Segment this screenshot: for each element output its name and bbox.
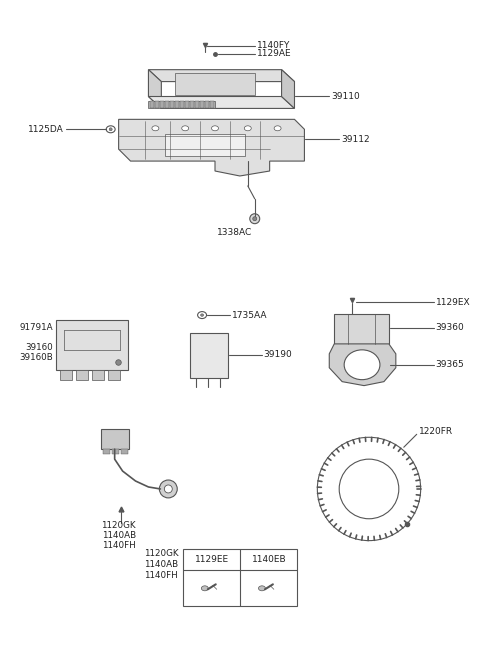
Polygon shape: [329, 344, 396, 386]
Text: 39160B: 39160B: [19, 353, 53, 362]
Text: 39160: 39160: [25, 343, 53, 352]
Bar: [92, 369, 104, 380]
Bar: [156, 102, 159, 109]
Bar: [108, 369, 120, 380]
Text: 1220FR: 1220FR: [419, 427, 453, 436]
Text: 1140FH: 1140FH: [102, 541, 135, 550]
Ellipse shape: [253, 217, 257, 221]
Text: 39190: 39190: [264, 350, 292, 360]
Ellipse shape: [317, 438, 420, 540]
Ellipse shape: [201, 586, 208, 591]
Bar: [175, 102, 179, 109]
Ellipse shape: [182, 126, 189, 131]
Bar: [160, 102, 164, 109]
Bar: [150, 102, 154, 109]
Bar: [200, 102, 204, 109]
Bar: [210, 102, 214, 109]
Text: 1735AA: 1735AA: [232, 310, 267, 320]
Text: 1338AC: 1338AC: [217, 228, 252, 237]
Bar: [103, 449, 110, 454]
Text: 1120GK: 1120GK: [101, 521, 136, 530]
Text: 39360: 39360: [435, 324, 464, 333]
Text: 1140FY: 1140FY: [257, 41, 290, 50]
Polygon shape: [148, 69, 161, 109]
Ellipse shape: [344, 350, 380, 380]
Ellipse shape: [250, 214, 260, 223]
Polygon shape: [148, 96, 295, 109]
Polygon shape: [148, 102, 215, 109]
Bar: [334, 314, 389, 344]
Polygon shape: [119, 119, 304, 176]
Text: 1140AB: 1140AB: [102, 531, 136, 540]
Bar: [190, 333, 228, 378]
Ellipse shape: [106, 126, 115, 133]
Polygon shape: [282, 69, 295, 109]
Ellipse shape: [212, 126, 218, 131]
Ellipse shape: [244, 126, 251, 131]
Ellipse shape: [339, 459, 399, 519]
Text: 1125DA: 1125DA: [28, 125, 64, 134]
Bar: [120, 449, 128, 454]
Ellipse shape: [198, 312, 206, 318]
Bar: [183, 549, 298, 606]
Text: 1140AB: 1140AB: [144, 560, 178, 569]
Text: 1129EX: 1129EX: [435, 297, 470, 307]
Bar: [180, 102, 184, 109]
Bar: [165, 102, 169, 109]
Bar: [60, 369, 72, 380]
Bar: [205, 102, 208, 109]
Text: 1129AE: 1129AE: [257, 49, 291, 58]
Ellipse shape: [152, 126, 159, 131]
Ellipse shape: [201, 314, 204, 316]
Bar: [175, 73, 255, 94]
Bar: [56, 320, 128, 369]
Bar: [185, 102, 189, 109]
Text: 39112: 39112: [341, 135, 370, 143]
Polygon shape: [148, 69, 295, 82]
Ellipse shape: [274, 126, 281, 131]
Text: 1129EE: 1129EE: [195, 555, 229, 564]
Bar: [165, 134, 245, 156]
Bar: [112, 449, 119, 454]
Bar: [195, 102, 199, 109]
Bar: [170, 102, 174, 109]
Text: 1140EB: 1140EB: [252, 555, 286, 564]
Text: 91791A: 91791A: [19, 324, 53, 333]
Bar: [76, 369, 88, 380]
Ellipse shape: [164, 485, 172, 493]
Text: 1140FH: 1140FH: [144, 571, 178, 580]
Bar: [190, 102, 193, 109]
Ellipse shape: [109, 128, 112, 131]
Bar: [101, 429, 129, 449]
Text: 1120GK: 1120GK: [144, 549, 178, 558]
Ellipse shape: [258, 586, 265, 591]
Text: 39110: 39110: [331, 92, 360, 101]
Text: 39365: 39365: [435, 360, 464, 369]
Ellipse shape: [159, 480, 177, 498]
